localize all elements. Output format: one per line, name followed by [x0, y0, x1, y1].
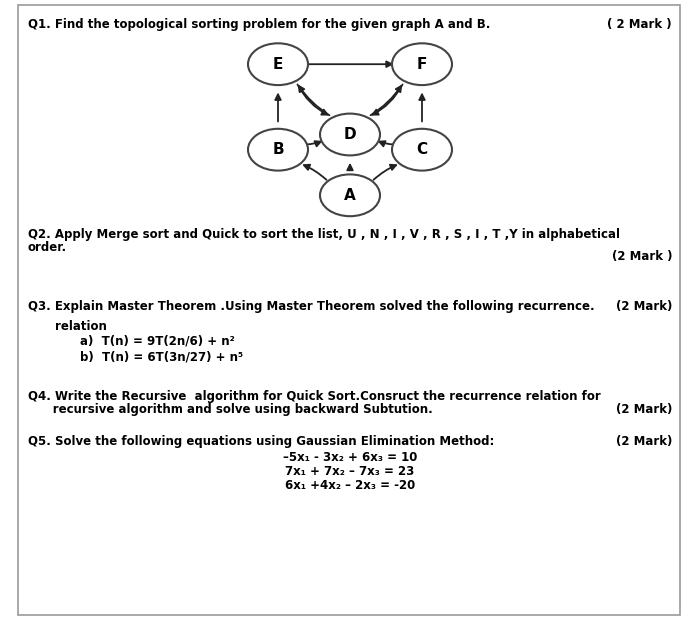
Text: order.: order. — [28, 241, 67, 254]
Text: E: E — [273, 57, 284, 72]
Text: Q1. Find the topological sorting problem for the given graph A and B.: Q1. Find the topological sorting problem… — [28, 18, 491, 31]
Text: ( 2 Mark ): ( 2 Mark ) — [608, 18, 672, 31]
Text: –5x₁ - 3x₂ + 6x₃ = 10: –5x₁ - 3x₂ + 6x₃ = 10 — [283, 451, 417, 464]
Text: A: A — [344, 188, 356, 203]
Ellipse shape — [320, 114, 380, 155]
Text: (2 Mark): (2 Mark) — [615, 300, 672, 313]
Ellipse shape — [248, 43, 308, 85]
Text: Q2. Apply Merge sort and Quick to sort the list, U , N , I , V , R , S , I , T ,: Q2. Apply Merge sort and Quick to sort t… — [28, 228, 620, 241]
Text: (2 Mark): (2 Mark) — [615, 435, 672, 448]
Text: (2 Mark ): (2 Mark ) — [612, 250, 672, 263]
Text: F: F — [416, 57, 427, 72]
Text: a)  T(n) = 9T(2n/6) + n²: a) T(n) = 9T(2n/6) + n² — [80, 335, 234, 348]
Text: 6x₁ +4x₂ – 2x₃ = -20: 6x₁ +4x₂ – 2x₃ = -20 — [285, 479, 415, 492]
Text: Q3. Explain Master Theorem .Using Master Theorem solved the following recurrence: Q3. Explain Master Theorem .Using Master… — [28, 300, 594, 313]
Ellipse shape — [248, 129, 308, 170]
Ellipse shape — [392, 43, 452, 85]
Text: 7x₁ + 7x₂ – 7x₃ = 23: 7x₁ + 7x₂ – 7x₃ = 23 — [286, 465, 414, 478]
Ellipse shape — [320, 174, 380, 216]
Text: Q5. Solve the following equations using Gaussian Elimination Method:: Q5. Solve the following equations using … — [28, 435, 494, 448]
Ellipse shape — [392, 129, 452, 170]
Text: recursive algorithm and solve using backward Subtution.: recursive algorithm and solve using back… — [28, 403, 433, 416]
Text: D: D — [344, 127, 356, 142]
Text: Q4. Write the Recursive  algorithm for Quick Sort.Consruct the recurrence relati: Q4. Write the Recursive algorithm for Qu… — [28, 390, 601, 403]
Text: relation: relation — [55, 320, 107, 333]
Text: C: C — [416, 142, 428, 157]
Text: b)  T(n) = 6T(3n/27) + n⁵: b) T(n) = 6T(3n/27) + n⁵ — [80, 350, 243, 363]
Text: (2 Mark): (2 Mark) — [615, 403, 672, 416]
Text: B: B — [272, 142, 284, 157]
